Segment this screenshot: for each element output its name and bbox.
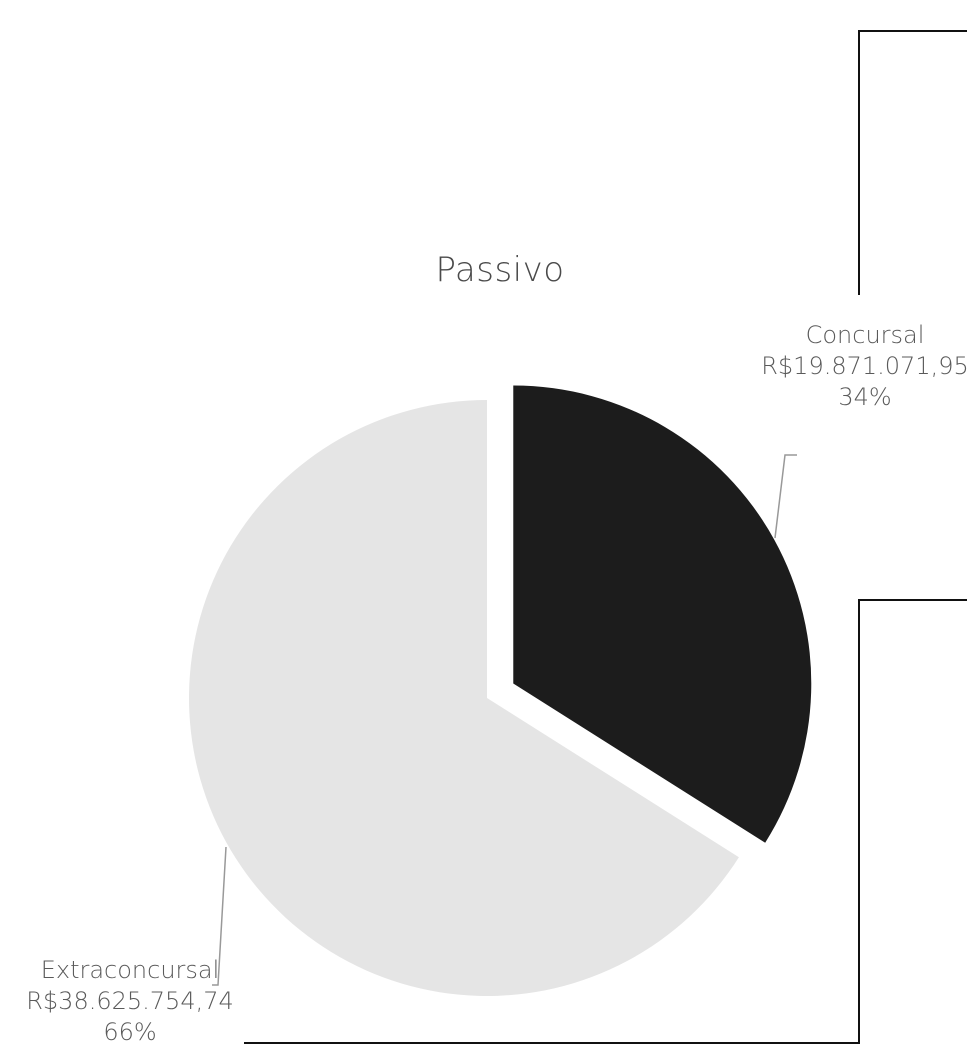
pie-slice-concursal (513, 385, 812, 843)
label-concursal-value: R$19.871.071,95 (761, 352, 967, 380)
frame-line-top (858, 30, 967, 295)
label-extra-percent: 66% (103, 1018, 157, 1046)
leader-line-concursal (774, 454, 797, 539)
data-label-extraconcursal: Extraconcursal R$38.625.754,74 66% (10, 955, 250, 1048)
slices-group (188, 385, 812, 997)
label-extra-name: Extraconcursal (40, 956, 220, 984)
label-concursal-name: Concursal (805, 321, 925, 349)
leader-line-extra (212, 846, 227, 986)
pie-slice-extraconcursal (188, 400, 739, 997)
label-extra-value: R$38.625.754,74 (26, 987, 234, 1015)
frame-line-bottom (244, 599, 967, 1044)
data-label-concursal: Concursal R$19.871.071,95 34% (755, 320, 967, 413)
label-concursal-percent: 34% (838, 383, 892, 411)
chart-title: Passivo (435, 250, 565, 290)
